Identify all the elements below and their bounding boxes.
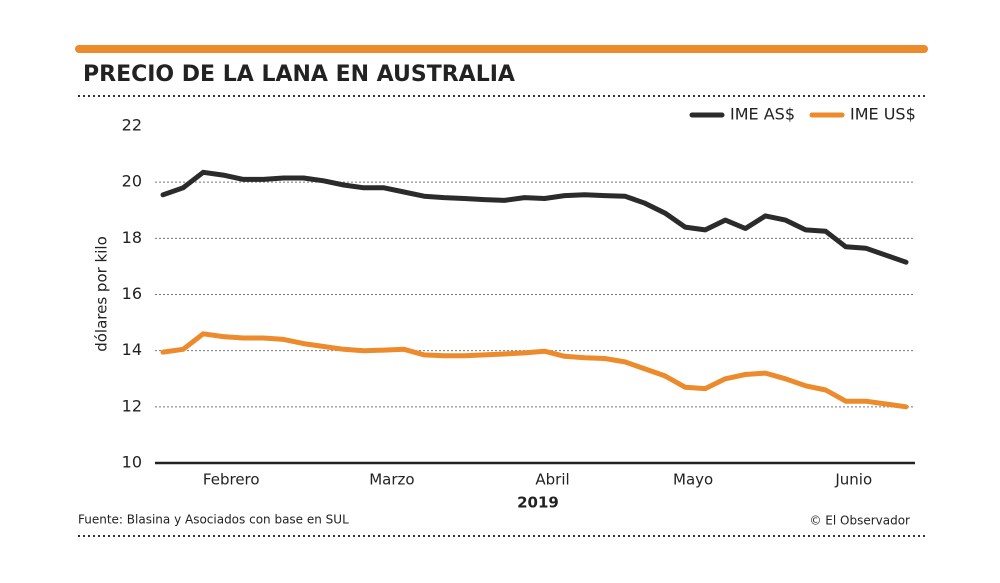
x-tick-label: Marzo — [369, 471, 414, 489]
x-axis-label: 2019 — [517, 494, 559, 512]
x-tick-label: Junio — [834, 471, 872, 489]
y-tick-label: 14 — [122, 340, 142, 359]
chart-title: PRECIO DE LA LANA EN AUSTRALIA — [83, 62, 515, 87]
y-tick-label: 10 — [122, 453, 142, 472]
x-tick-label: Febrero — [203, 471, 260, 489]
y-tick-label: 18 — [122, 228, 142, 247]
y-tick-label: 22 — [122, 116, 142, 135]
y-tick-label: 12 — [122, 396, 142, 415]
source: Fuente: Blasina y Asociados con base en … — [78, 513, 349, 527]
x-tick-label: Abril — [535, 471, 569, 489]
y-tick-label: 20 — [122, 172, 142, 191]
y-tick-label: 16 — [122, 284, 142, 303]
legend-label: IME US$ — [850, 105, 916, 124]
legend-label: IME AS$ — [730, 105, 795, 124]
x-tick-label: Mayo — [673, 471, 713, 489]
y-axis-label: dólares por kilo — [93, 236, 111, 352]
series-line — [160, 169, 909, 265]
credit: © El Observador — [809, 514, 910, 528]
top-bar — [75, 45, 928, 53]
series-line — [160, 331, 909, 410]
